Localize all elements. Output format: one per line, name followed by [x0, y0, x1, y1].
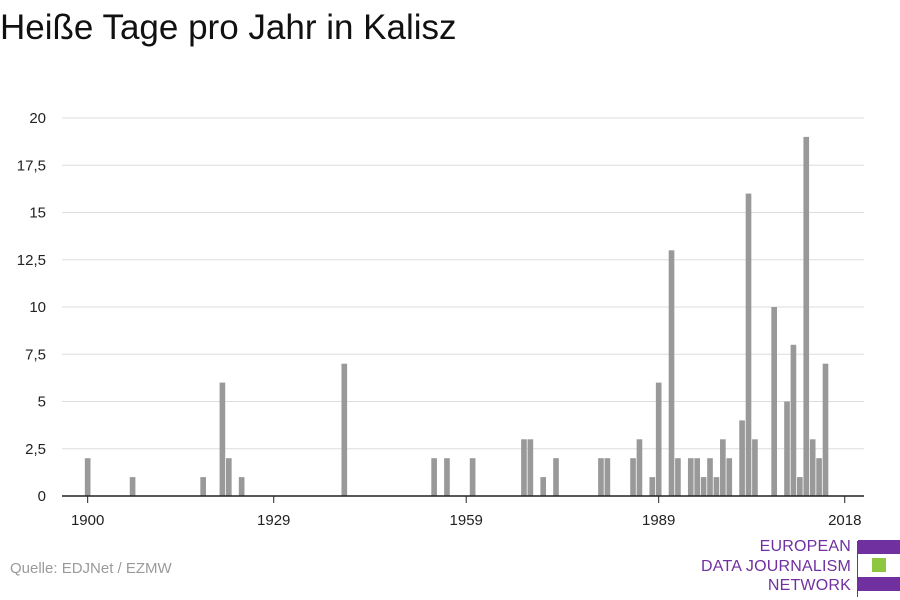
y-tick-label: 12,5: [17, 252, 46, 269]
bar: [803, 136, 810, 496]
y-tick-label: 17,5: [17, 157, 46, 174]
bar: [822, 363, 829, 496]
bar: [687, 458, 694, 496]
x-tick-label: 1929: [257, 512, 290, 529]
bar: [713, 477, 720, 496]
logo-divider: [857, 541, 858, 597]
bar: [219, 382, 226, 496]
y-tick-label: 0: [38, 488, 46, 505]
gridlines: [62, 117, 864, 450]
bar: [784, 401, 790, 496]
bar: [707, 458, 713, 496]
bar: [84, 458, 91, 496]
bar: [745, 193, 752, 496]
bar: [752, 439, 758, 496]
bars: [84, 136, 829, 496]
bar: [675, 458, 681, 496]
bar: [527, 439, 534, 496]
x-tick-label: 1900: [71, 512, 104, 529]
bar: [726, 458, 733, 496]
bar: [771, 307, 777, 496]
source-note: Quelle: EDJNet / EZMW: [10, 560, 172, 577]
bar: [540, 477, 547, 496]
x-tick-label: 2018: [828, 512, 861, 529]
edjnet-logo: EUROPEAN DATA JOURNALISM NETWORK: [670, 537, 900, 599]
y-tick-label: 2,5: [25, 441, 46, 458]
bar: [636, 439, 643, 496]
bar: [700, 477, 707, 496]
bar: [720, 439, 726, 496]
bar: [694, 458, 701, 496]
chart-title: Heiße Tage pro Jahr in Kalisz: [0, 8, 457, 47]
logo-bar-bottom: [858, 577, 900, 591]
bar: [469, 458, 476, 496]
y-tick-label: 15: [29, 205, 46, 222]
bar: [790, 344, 797, 496]
y-tick-label: 5: [38, 394, 46, 411]
x-tick-label: 1959: [450, 512, 483, 529]
logo-bar-top: [858, 540, 900, 554]
y-axis-ticks: 0 2,5 5 7,5 10 12,5 15 17,5 20: [17, 110, 46, 505]
bar: [200, 477, 206, 496]
bar: [797, 477, 803, 496]
bar: [816, 458, 822, 496]
x-axis: 1900 1929 1959 1989 2018: [62, 495, 864, 529]
bar: [521, 439, 527, 496]
logo-line-3: NETWORK: [767, 577, 851, 594]
logo-line-2: DATA JOURNALISM: [701, 558, 851, 575]
bar: [598, 458, 604, 496]
bar: [649, 477, 656, 496]
logo-bar-middle: [872, 558, 886, 572]
bar: [225, 458, 232, 496]
bar: [655, 382, 662, 496]
bar: [668, 250, 675, 496]
y-tick-label: 20: [29, 110, 46, 127]
bar: [431, 458, 437, 496]
y-tick-label: 10: [29, 299, 46, 316]
bar: [739, 420, 745, 496]
bar: [129, 477, 136, 496]
bar: [809, 439, 816, 496]
bar: [604, 458, 611, 496]
y-tick-label: 7,5: [25, 346, 46, 363]
bar: [553, 458, 559, 496]
bar: [238, 477, 245, 496]
bar: [630, 458, 636, 496]
bar: [341, 363, 348, 496]
x-tick-label: 1989: [642, 512, 675, 529]
bar: [444, 458, 450, 496]
logo-line-1: EUROPEAN: [759, 538, 851, 555]
